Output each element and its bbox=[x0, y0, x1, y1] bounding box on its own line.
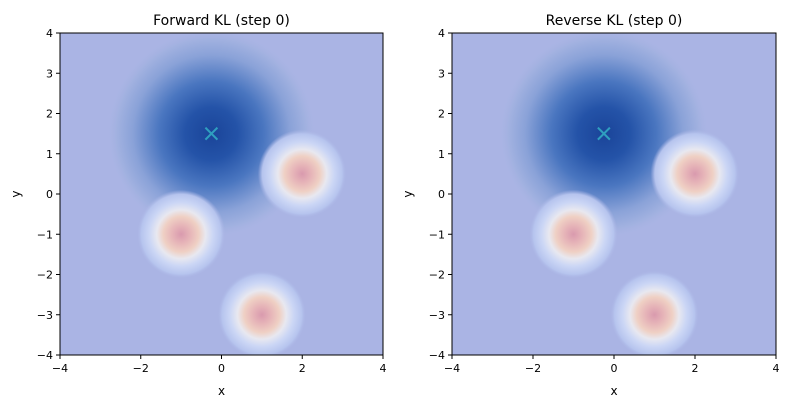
x-tick-label: 0 bbox=[218, 362, 225, 375]
y-tick-label: 1 bbox=[46, 148, 53, 161]
marker-stroke bbox=[204, 126, 219, 141]
y-tick-label: 3 bbox=[46, 67, 53, 80]
y-tick-label: −3 bbox=[429, 309, 445, 322]
y-tick-label: 0 bbox=[46, 188, 53, 201]
y-tick-label: −1 bbox=[37, 228, 53, 241]
mean-marker-x-icon bbox=[597, 126, 611, 141]
target-mode-contour-2 bbox=[609, 270, 700, 355]
y-axis-label: y bbox=[9, 190, 23, 197]
y-tick-label: 1 bbox=[438, 148, 445, 161]
plot-panel-0: −4 −2 0 2 4 −4 −3 −2 −1 0 1 2 3 4 Forward KL (step 0) x… bbox=[9, 13, 387, 398]
mean-marker-x-icon bbox=[204, 126, 219, 141]
target-mode-contour-1 bbox=[528, 189, 619, 279]
plot-panel-1: −4 −2 0 2 4 −4 −3 −2 −1 0 1 2 3 4 Reverse KL (step 0) x… bbox=[401, 13, 780, 398]
target-mode-contour-0 bbox=[650, 129, 740, 219]
x-tick-label: −4 bbox=[444, 362, 460, 375]
plot-area bbox=[452, 33, 776, 355]
y-tick-label: −3 bbox=[37, 309, 53, 322]
y-tick-label: −2 bbox=[37, 269, 53, 282]
x-tick-label: 4 bbox=[773, 362, 780, 375]
y-tick-label: 2 bbox=[46, 108, 53, 121]
y-tick-label: −4 bbox=[429, 349, 445, 362]
y-tick-label: −4 bbox=[37, 349, 53, 362]
y-tick-label: 3 bbox=[438, 67, 445, 80]
y-tick-label: 0 bbox=[438, 188, 445, 201]
x-tick-label: 4 bbox=[380, 362, 387, 375]
x-tick-label: −4 bbox=[52, 362, 68, 375]
y-tick-label: −1 bbox=[429, 228, 445, 241]
y-tick-label: 4 bbox=[438, 27, 445, 40]
x-tick-label: −2 bbox=[525, 362, 541, 375]
target-mode-contour-1 bbox=[136, 189, 226, 279]
chart-title: Reverse KL (step 0) bbox=[546, 13, 683, 29]
x-tick-label: −2 bbox=[133, 362, 149, 375]
y-tick-label: 4 bbox=[46, 27, 53, 40]
chart-title: Forward KL (step 0) bbox=[153, 13, 290, 29]
x-tick-label: 0 bbox=[611, 362, 618, 375]
x-tick-label: 2 bbox=[299, 362, 306, 375]
y-axis-label: y bbox=[401, 190, 415, 197]
x-axis-label: x bbox=[610, 384, 617, 398]
marker-stroke bbox=[597, 126, 611, 141]
x-tick-label: 2 bbox=[692, 362, 699, 375]
x-axis-label: x bbox=[218, 384, 225, 398]
target-mode-contour-2 bbox=[217, 270, 307, 355]
y-tick-label: 2 bbox=[438, 108, 445, 121]
y-tick-label: −2 bbox=[429, 269, 445, 282]
plot-area bbox=[60, 33, 383, 355]
target-mode-contour-0 bbox=[257, 129, 347, 219]
